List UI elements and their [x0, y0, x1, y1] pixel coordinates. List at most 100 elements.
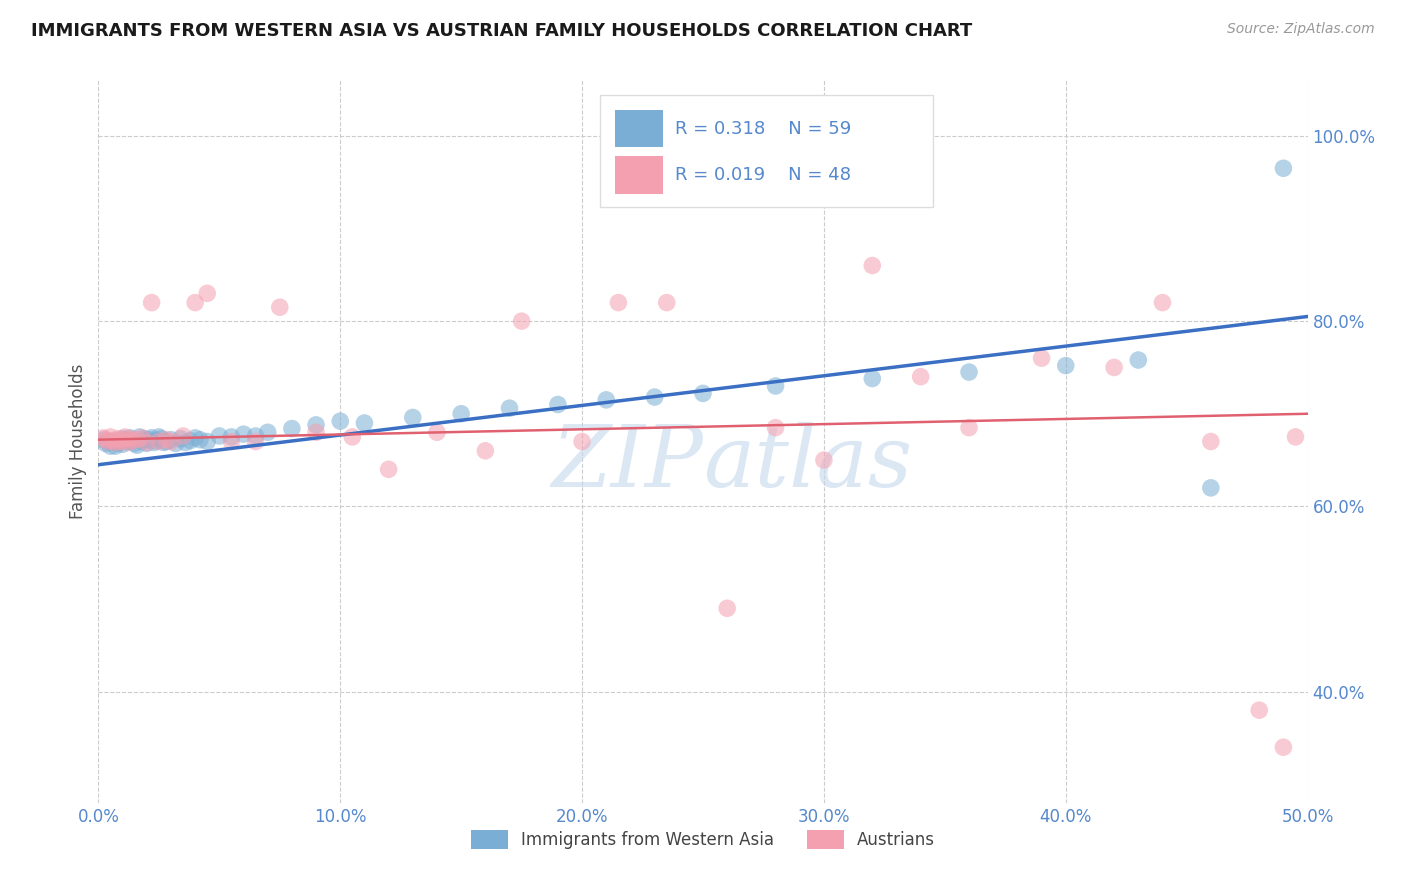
Text: atlas: atlas [703, 422, 912, 505]
Point [127, 433, 149, 447]
Point [474, 443, 496, 458]
Point [97, 434, 120, 449]
Point [269, 300, 291, 314]
Point [91, 433, 114, 447]
Point [644, 390, 666, 404]
Point [607, 295, 630, 310]
Point [111, 433, 134, 447]
Point [128, 430, 150, 444]
Point [143, 435, 166, 450]
Point [860, 259, 883, 273]
Point [1272, 740, 1295, 755]
Point [1102, 360, 1125, 375]
Point [221, 430, 243, 444]
Text: IMMIGRANTS FROM WESTERN ASIA VS AUSTRIAN FAMILY HOUSEHOLDS CORRELATION CHART: IMMIGRANTS FROM WESTERN ASIA VS AUSTRIAN… [31, 22, 972, 40]
Point [172, 429, 194, 443]
Point [450, 407, 472, 421]
Point [150, 432, 173, 446]
Point [1284, 430, 1306, 444]
Point [305, 417, 328, 432]
Point [160, 434, 183, 449]
Point [155, 434, 177, 449]
Point [281, 421, 304, 435]
Point [547, 397, 569, 411]
Point [402, 410, 425, 425]
Point [100, 439, 122, 453]
Point [342, 430, 364, 444]
Point [1199, 481, 1222, 495]
Point [108, 434, 131, 448]
Point [1199, 434, 1222, 449]
Point [118, 432, 141, 446]
Point [104, 435, 127, 450]
Y-axis label: Family Households: Family Households [69, 364, 87, 519]
Point [910, 369, 932, 384]
Point [174, 435, 197, 450]
Point [124, 436, 146, 450]
Text: R = 0.318    N = 59: R = 0.318 N = 59 [675, 120, 852, 137]
Point [152, 435, 174, 450]
Point [97, 434, 120, 449]
Point [135, 436, 157, 450]
Point [1031, 351, 1053, 366]
Point [101, 434, 124, 448]
Point [957, 420, 980, 434]
Point [107, 432, 129, 446]
Point [138, 433, 160, 447]
Point [155, 433, 177, 447]
Point [179, 434, 201, 448]
Point [184, 431, 207, 445]
Bar [614, 156, 664, 194]
Point [184, 295, 207, 310]
Text: R = 0.019    N = 48: R = 0.019 N = 48 [675, 166, 851, 184]
Point [813, 453, 835, 467]
Point [94, 433, 117, 447]
Legend: Immigrants from Western Asia, Austrians: Immigrants from Western Asia, Austrians [464, 823, 942, 856]
Point [655, 295, 678, 310]
FancyBboxPatch shape [600, 95, 932, 207]
Point [114, 430, 136, 444]
Text: ZIP: ZIP [551, 422, 703, 505]
Point [245, 434, 267, 449]
Point [111, 437, 134, 451]
Point [111, 432, 134, 446]
Point [121, 434, 143, 448]
Point [1152, 295, 1174, 310]
Point [426, 425, 449, 440]
Bar [614, 110, 664, 147]
Point [1128, 353, 1150, 368]
Point [160, 433, 183, 447]
Point [353, 416, 375, 430]
Point [305, 425, 328, 440]
Point [498, 401, 520, 416]
Point [117, 435, 139, 450]
Point [117, 434, 139, 449]
Point [256, 425, 278, 440]
Point [104, 439, 127, 453]
Point [101, 434, 124, 449]
Text: Source: ZipAtlas.com: Source: ZipAtlas.com [1227, 22, 1375, 37]
Point [118, 431, 141, 445]
Point [188, 433, 211, 447]
Point [1272, 161, 1295, 176]
Point [765, 379, 787, 393]
Point [121, 434, 143, 448]
Point [94, 436, 117, 450]
Point [91, 431, 114, 445]
Point [232, 427, 254, 442]
Point [141, 295, 163, 310]
Point [141, 431, 163, 445]
Point [765, 420, 787, 434]
Point [571, 434, 593, 449]
Point [131, 431, 153, 445]
Point [145, 434, 167, 448]
Point [377, 462, 399, 476]
Point [134, 432, 156, 446]
Point [1054, 359, 1077, 373]
Point [860, 371, 883, 385]
Point [329, 414, 352, 428]
Point [595, 392, 617, 407]
Point [221, 434, 243, 449]
Point [135, 435, 157, 450]
Point [510, 314, 533, 328]
